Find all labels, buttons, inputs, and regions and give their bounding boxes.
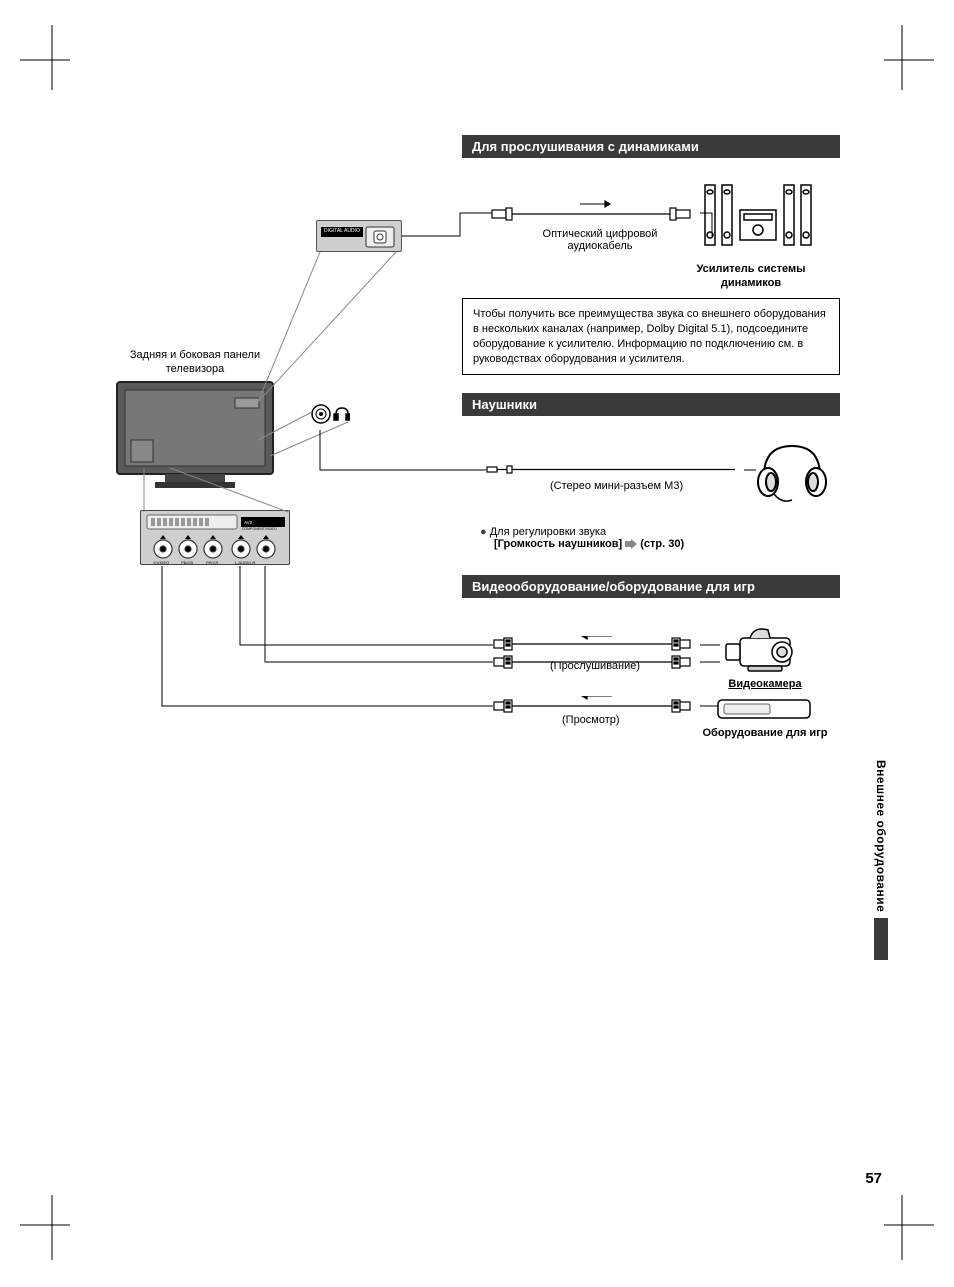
stereo-jack-label: (Стерео мини-разъем M3)	[550, 480, 683, 492]
section-video-game-title: Видеооборудование/оборудование для игр	[462, 575, 840, 598]
amp-note-box: Чтобы получить все преимущества звука со…	[462, 298, 840, 375]
headphone-vol-ref: [Громкость наушников]	[494, 538, 625, 550]
svg-text:L-AUDIO-R: L-AUDIO-R	[235, 560, 256, 565]
tv-panel-label: Задняя и боковая панели телевизора	[125, 348, 265, 377]
section-headphones-title: Наушники	[462, 393, 840, 416]
av2-component-panel: AV2 COMPONENT/VIDEO Y/VIDEO PB/CB PR/CR …	[140, 510, 290, 565]
svg-text:COMPONENT/VIDEO: COMPONENT/VIDEO	[242, 527, 277, 531]
headphone-vol-page: (стр. 30)	[640, 538, 684, 550]
headphone-jack-panel	[310, 400, 350, 433]
rca-cable-view-icon	[492, 696, 702, 716]
svg-text:PR/CR: PR/CR	[206, 560, 219, 565]
svg-text:Y/VIDEO: Y/VIDEO	[153, 560, 169, 565]
side-tab-label: Внешнее оборудование	[874, 760, 888, 912]
view-label: (Просмотр)	[562, 714, 620, 726]
camcorder-label: Видеокамера	[720, 678, 810, 690]
arrow-icon	[625, 539, 637, 549]
optical-cable-icon	[490, 200, 700, 230]
game-equipment-icon	[716, 696, 812, 722]
side-tab-bar	[874, 918, 888, 960]
game-equipment-label: Оборудование для игр	[700, 726, 830, 740]
svg-text:PB/CB: PB/CB	[181, 560, 193, 565]
svg-text:AV2: AV2	[244, 520, 253, 525]
speaker-system-icon	[700, 170, 820, 260]
side-tab: Внешнее оборудование	[874, 760, 894, 960]
headphones-icon	[752, 438, 832, 508]
digital-audio-panel: DIGITAL AUDIO	[316, 220, 402, 252]
section-speakers-title: Для прослушивания с динамиками	[462, 135, 840, 158]
speaker-amp-label: Усилитель системы динамиков	[676, 263, 826, 291]
tv-icon	[115, 380, 275, 490]
optical-cable-label: Оптический цифровой аудиокабель	[520, 228, 680, 252]
camcorder-icon	[720, 618, 810, 678]
page-number: 57	[865, 1170, 882, 1187]
headphone-cable-icon	[485, 460, 745, 480]
bullet-dot: ●	[480, 526, 487, 538]
headphone-vol-text: Для регулировки звука	[490, 526, 606, 538]
listen-label: (Прослушивание)	[550, 660, 640, 672]
